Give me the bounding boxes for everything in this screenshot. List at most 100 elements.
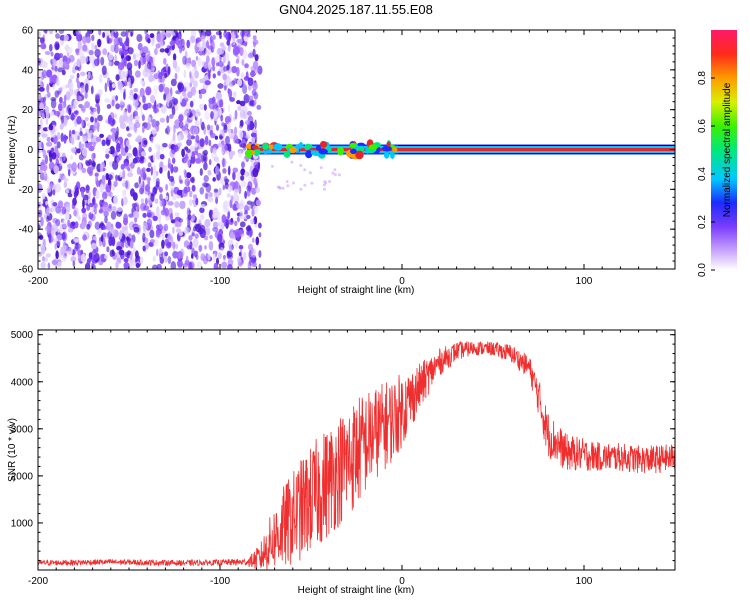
noise-speckle	[141, 114, 145, 122]
noise-speckle	[159, 153, 165, 160]
noise-speckle	[89, 55, 96, 63]
noise-speckle	[152, 255, 157, 262]
noise-speckle	[77, 253, 82, 263]
noise-speckle	[239, 109, 246, 118]
noise-speckle	[247, 95, 254, 101]
noise-speckle	[73, 99, 79, 106]
noise-speckle	[38, 31, 41, 37]
noise-speckle	[152, 173, 157, 182]
noise-speckle	[94, 207, 97, 215]
noise-speckle	[154, 184, 161, 190]
noise-speckle	[190, 135, 196, 140]
noise-speckle	[112, 250, 116, 257]
noise-speckle	[214, 55, 220, 64]
noise-speckle	[199, 117, 203, 127]
noise-speckle	[220, 114, 224, 122]
noise-speckle	[179, 179, 183, 184]
noise-speckle	[222, 54, 226, 64]
noise-speckle	[91, 198, 95, 204]
noise-speckle	[131, 203, 138, 208]
colorbar-gradient	[711, 30, 737, 270]
noise-speckle	[276, 185, 280, 189]
noise-speckle	[195, 157, 202, 164]
noise-speckle	[195, 223, 202, 233]
noise-speckle	[38, 70, 42, 78]
noise-speckle	[237, 38, 244, 43]
noise-speckle	[127, 107, 131, 113]
noise-speckle	[87, 141, 93, 146]
noise-speckle	[155, 150, 161, 160]
noise-speckle	[113, 37, 118, 47]
noise-speckle	[158, 213, 162, 224]
noise-speckle	[204, 49, 212, 55]
noise-speckle	[228, 89, 233, 99]
noise-speckle	[38, 87, 45, 92]
x-tick-label: 0	[399, 576, 405, 587]
noise-speckle	[104, 215, 108, 224]
noise-speckle	[124, 145, 129, 153]
noise-speckle	[208, 192, 213, 198]
noise-speckle	[258, 263, 261, 269]
noise-speckle	[174, 105, 179, 111]
noise-speckle	[124, 225, 128, 231]
noise-speckle	[189, 100, 194, 108]
noise-speckle	[212, 221, 219, 229]
noise-speckle	[47, 262, 51, 269]
noise-speckle	[253, 42, 256, 48]
noise-speckle	[203, 156, 207, 162]
noise-speckle	[128, 122, 135, 130]
noise-speckle	[167, 256, 172, 264]
noise-speckle	[218, 187, 222, 196]
snr-panel: -200 -100 0 100 1000 2000 3000 4000 5000 Height…	[7, 329, 676, 596]
noise-speckle	[159, 193, 163, 201]
noise-speckle	[73, 238, 80, 243]
noise-speckle	[69, 189, 72, 195]
noise-speckle	[57, 67, 64, 73]
noise-speckle	[201, 41, 207, 49]
noise-speckle	[134, 182, 140, 189]
noise-speckle	[92, 256, 97, 261]
noise-speckle	[204, 219, 211, 228]
noise-speckle	[150, 193, 155, 202]
noise-speckle	[70, 112, 75, 121]
noise-speckle	[215, 31, 223, 36]
colorbar-label: Normalized spectral amplitude	[722, 82, 733, 217]
noise-speckle	[217, 143, 222, 148]
noise-speckle	[154, 198, 159, 204]
noise-speckle	[39, 102, 45, 112]
noise-speckle	[184, 178, 191, 187]
noise-speckle	[111, 83, 116, 89]
ridge-blob	[382, 145, 392, 152]
noise-speckle	[130, 31, 133, 37]
noise-speckle	[227, 32, 232, 43]
noise-speckle	[172, 53, 177, 61]
noise-speckle	[222, 46, 227, 51]
noise-speckle	[146, 218, 153, 228]
noise-speckle	[241, 137, 248, 145]
noise-speckle	[154, 120, 160, 127]
noise-speckle	[299, 164, 303, 167]
noise-speckle	[189, 190, 193, 198]
noise-speckle	[38, 224, 41, 229]
noise-speckle	[204, 111, 210, 121]
noise-speckle	[136, 34, 143, 42]
noise-speckle	[90, 85, 94, 95]
noise-speckle	[135, 263, 140, 268]
noise-speckle	[200, 204, 206, 209]
noise-speckle	[172, 226, 175, 234]
noise-speckle	[212, 147, 217, 155]
noise-speckle	[120, 31, 127, 37]
noise-speckle	[244, 204, 249, 213]
noise-speckle	[215, 91, 222, 101]
noise-speckle	[82, 194, 89, 201]
noise-speckle	[178, 231, 184, 236]
ridge-blob	[355, 150, 364, 160]
noise-speckle	[116, 156, 120, 164]
noise-speckle	[91, 42, 95, 51]
noise-speckle	[228, 244, 233, 252]
noise-speckle	[163, 93, 167, 101]
noise-speckle	[52, 84, 56, 90]
noise-speckle	[48, 233, 52, 244]
noise-speckle	[82, 212, 88, 220]
noise-speckle	[41, 61, 48, 69]
